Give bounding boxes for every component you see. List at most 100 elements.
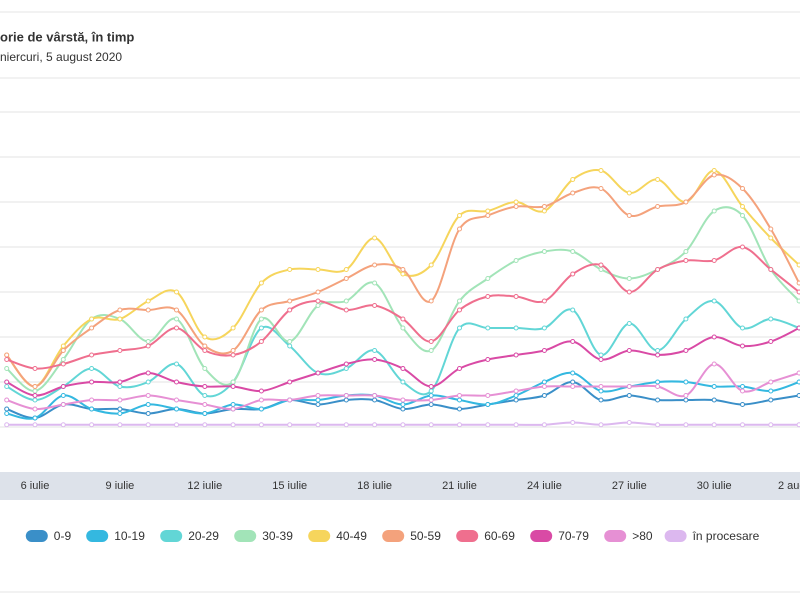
legend-swatch — [530, 530, 553, 542]
series-line — [5, 173, 800, 388]
legend-swatch — [86, 530, 109, 542]
point — [372, 348, 378, 353]
point — [32, 422, 38, 428]
point — [711, 384, 717, 389]
point — [32, 384, 38, 389]
point — [513, 397, 519, 403]
point — [711, 168, 717, 173]
point — [626, 420, 632, 425]
point — [145, 298, 151, 304]
point — [400, 422, 406, 428]
point — [598, 168, 604, 173]
point — [570, 384, 576, 389]
point — [768, 226, 774, 232]
point — [626, 276, 632, 281]
point — [287, 339, 293, 344]
series-line — [6, 206, 800, 392]
legend-label: 0-9 — [54, 529, 72, 543]
point — [4, 397, 10, 403]
point — [513, 258, 519, 263]
point — [513, 388, 519, 394]
point — [655, 379, 661, 385]
point — [174, 316, 179, 322]
point — [683, 397, 689, 403]
point — [768, 339, 774, 344]
point — [768, 235, 774, 241]
point — [457, 226, 462, 232]
x-tick-label: 27 iulie — [612, 480, 647, 492]
point — [457, 307, 462, 313]
point — [541, 204, 547, 209]
point — [711, 208, 717, 214]
point — [400, 325, 406, 331]
x-tick-label: 18 iulie — [357, 480, 392, 492]
point — [258, 280, 264, 286]
point — [32, 406, 38, 412]
point — [400, 402, 406, 407]
point — [711, 397, 717, 403]
point — [372, 262, 378, 268]
point — [626, 213, 632, 218]
point — [117, 422, 123, 428]
point — [655, 384, 661, 389]
point — [343, 361, 349, 367]
point — [400, 406, 406, 412]
point — [655, 267, 661, 272]
point — [202, 343, 208, 349]
point — [485, 422, 491, 428]
legend-label: >80 — [632, 529, 653, 543]
point — [683, 348, 689, 353]
point — [117, 406, 123, 412]
point — [230, 406, 236, 412]
point — [400, 366, 406, 371]
point — [541, 348, 547, 353]
point — [372, 397, 378, 403]
point — [32, 415, 38, 421]
point — [32, 393, 38, 398]
point — [683, 316, 689, 322]
point — [513, 199, 519, 205]
point — [541, 393, 547, 398]
point — [740, 343, 745, 349]
point — [626, 348, 632, 353]
point — [315, 289, 321, 295]
point — [457, 406, 462, 412]
point — [485, 393, 491, 398]
point — [457, 213, 462, 218]
point — [740, 325, 745, 331]
point — [315, 402, 321, 407]
x-tick-label: 9 iulie — [106, 480, 135, 492]
point — [796, 289, 800, 295]
point — [117, 307, 123, 313]
point — [287, 343, 293, 349]
legend-swatch — [604, 530, 627, 542]
point — [598, 422, 604, 428]
point — [428, 388, 434, 394]
legend-swatch — [308, 530, 331, 542]
chart-title: orie de vârstă, în timp — [0, 29, 134, 44]
point — [60, 361, 66, 367]
point — [32, 388, 38, 394]
point — [230, 325, 236, 331]
point — [117, 379, 123, 385]
point — [400, 397, 406, 403]
legend-swatch — [456, 530, 479, 542]
point — [4, 422, 10, 428]
point — [174, 422, 179, 428]
point — [174, 289, 179, 295]
point — [428, 422, 434, 428]
point — [796, 298, 800, 304]
point — [343, 267, 349, 272]
point — [796, 393, 800, 398]
point — [740, 422, 745, 428]
point — [740, 402, 745, 407]
point — [145, 379, 151, 385]
point — [372, 303, 378, 308]
x-tick-label: 12 iulie — [187, 480, 222, 492]
point — [428, 397, 434, 403]
point — [32, 366, 38, 371]
point — [655, 348, 661, 353]
point — [117, 316, 123, 322]
point — [768, 422, 774, 428]
point — [598, 352, 604, 358]
